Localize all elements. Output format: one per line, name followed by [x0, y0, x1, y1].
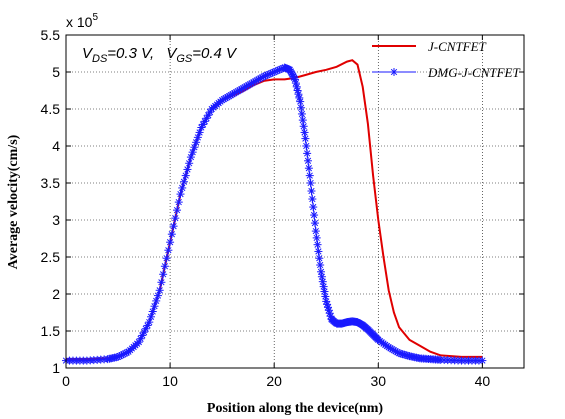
series-marker — [147, 312, 156, 321]
series-marker — [312, 233, 321, 242]
series-marker — [143, 321, 152, 330]
series-marker — [166, 238, 175, 247]
series-marker — [321, 292, 330, 301]
legend: J-CNTFET DMG-J-CNTFET — [372, 39, 520, 80]
x-axis-title: Position along the device(nm) — [207, 401, 383, 416]
series-marker — [293, 86, 302, 95]
series-marker — [308, 195, 317, 204]
series-marker — [320, 287, 329, 296]
series-marker — [162, 254, 171, 263]
series-marker — [301, 134, 310, 143]
series-marker — [297, 103, 306, 112]
series-marker — [313, 240, 322, 249]
plot-frame — [65, 34, 525, 369]
bias-annotation: VDS=0.3 V, VGS=0.4 V — [82, 45, 238, 65]
series-marker — [304, 164, 313, 173]
y-tick-label: 5 — [52, 64, 60, 80]
series-marker — [311, 227, 320, 236]
series-marker — [303, 149, 312, 158]
x-tick-label: 10 — [162, 373, 178, 389]
y-tick-label: 2 — [52, 286, 60, 302]
series-marker — [171, 214, 180, 223]
series-marker — [307, 187, 316, 196]
legend-label-dmg-j-cntfet: DMG-J-CNTFET — [427, 65, 520, 80]
series-marker — [319, 282, 328, 291]
series-marker — [179, 177, 188, 186]
series-markers-dmg-j-cntfet — [62, 63, 487, 365]
series-marker — [174, 198, 183, 207]
series-marker — [173, 206, 182, 215]
series-marker — [185, 159, 194, 168]
series-marker — [299, 122, 308, 131]
y-tick-label: 4 — [52, 138, 60, 154]
y-tick-label: 5.5 — [41, 27, 61, 43]
series-marker — [310, 219, 319, 228]
y-tick-label: 3.5 — [41, 175, 61, 191]
y-tick-label: 1 — [52, 360, 60, 376]
series-marker — [193, 133, 202, 142]
series-marker — [315, 254, 324, 263]
series-marker — [316, 261, 325, 270]
series-marker — [304, 156, 313, 165]
y-multiplier: x 105 — [66, 12, 98, 30]
ticks: 0 10 20 30 40 1 1.5 2 2.5 3 3.5 4 4.5 5 5.5 — [41, 27, 524, 389]
series-marker — [302, 142, 311, 150]
series-marker — [150, 302, 159, 311]
series-marker — [314, 247, 323, 256]
y-axis-title: Average velocity(cm/s) — [6, 134, 21, 269]
series-marker — [140, 328, 149, 337]
y-tick-label: 4.5 — [41, 101, 61, 117]
y-tick-label: 1.5 — [41, 323, 61, 339]
series-marker — [160, 262, 169, 271]
x-tick-label: 20 — [266, 373, 282, 389]
series-marker — [295, 93, 304, 102]
legend-label-j-cntfet: J-CNTFET — [428, 39, 487, 54]
x-tick-label: 30 — [370, 373, 386, 389]
legend-marker-dmg-j-cntfet — [390, 68, 398, 76]
series-marker — [169, 222, 178, 231]
series-marker — [181, 171, 190, 180]
series-marker — [390, 68, 398, 76]
series-marker — [305, 171, 314, 180]
series-marker — [306, 179, 315, 187]
series-marker — [310, 211, 319, 220]
y-tick-label: 3 — [52, 212, 60, 228]
series-marker — [317, 267, 326, 276]
series-marker — [298, 116, 307, 125]
series-marker — [297, 109, 306, 118]
series-marker — [159, 270, 168, 279]
series-marker — [318, 277, 327, 286]
series-marker — [317, 272, 326, 281]
y-tick-label: 2.5 — [41, 249, 61, 265]
series-marker — [309, 203, 318, 212]
x-tick-label: 40 — [475, 373, 491, 389]
series-marker — [178, 183, 187, 192]
series-marker — [300, 128, 309, 137]
series-marker — [157, 278, 166, 287]
series-marker — [167, 230, 176, 239]
series-marker — [176, 190, 185, 199]
x-tick-label: 0 — [62, 373, 70, 389]
series-marker — [183, 165, 192, 174]
series-marker — [155, 286, 164, 295]
series-marker — [164, 246, 173, 255]
series-marker — [134, 338, 143, 347]
series-layer — [62, 59, 487, 365]
series-marker — [296, 97, 305, 106]
